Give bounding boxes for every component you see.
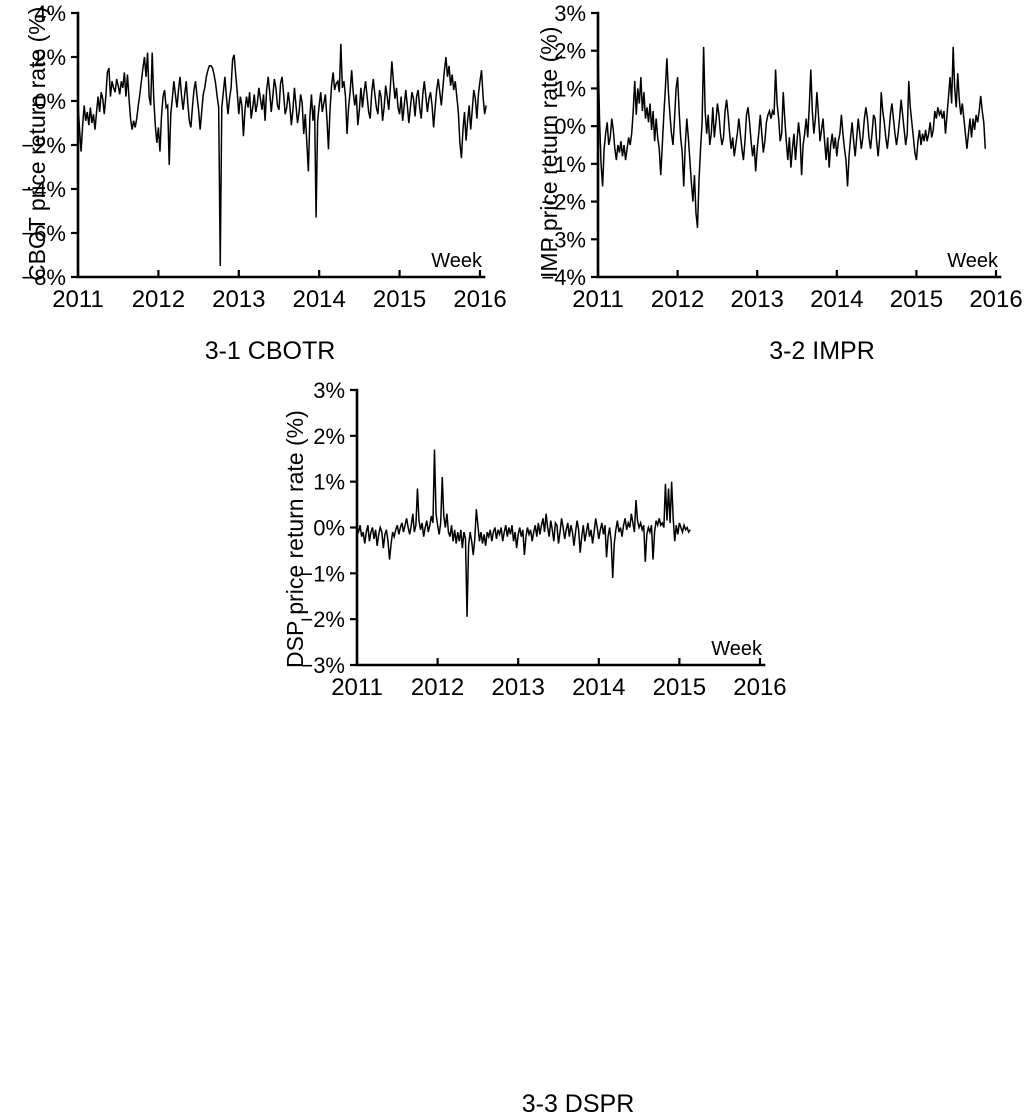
y-tick-label: −1% [300, 561, 345, 586]
x-tick-label: 2012 [132, 286, 185, 313]
y-tick-label: 0% [313, 516, 345, 541]
y-tick-label: −8% [21, 265, 66, 290]
plot-area-dspr: 3% 2% 1% 0% −1% −2% −3%2011 2012 2013 2014 2015 201… [300, 378, 786, 701]
y-tick-label: −4% [21, 177, 66, 202]
x-tick-label: 2014 [572, 674, 625, 701]
y-tick-label: 2% [34, 45, 66, 70]
y-tick-label: −4% [541, 265, 586, 290]
x-axis-label-week: Week [711, 638, 763, 660]
y-axis-label-dspr: DSP price return rate (%) [282, 410, 308, 668]
y-axis-label-impr: IMP price return rate (%) [536, 26, 562, 278]
y-tick-label: 1% [554, 76, 586, 101]
series-line [356, 449, 691, 617]
series-line [597, 46, 987, 229]
x-tick-label: 2013 [212, 286, 265, 313]
chart-panel-cbotr: CBOT price return rate (%) 4% 2% 0% −2% −4% −… [0, 0, 512, 375]
x-axis-label-week: Week [947, 250, 999, 272]
y-tick-label: 0% [34, 89, 66, 114]
x-tick-label: 2013 [491, 674, 544, 701]
x-tick-label: 2015 [373, 286, 426, 313]
plot-area-cbotr: 4% 2% 0% −2% −4% −6% −8%2011 2012 2013 2014 2015 20… [21, 1, 506, 313]
x-axis-label-week: Week [431, 250, 483, 272]
y-tick-label: 4% [34, 1, 66, 26]
x-tick-label: 2014 [292, 286, 345, 313]
x-tick-label: 2015 [890, 286, 943, 313]
y-tick-label: 1% [313, 470, 345, 495]
x-tick-label: 2015 [653, 674, 706, 701]
x-tick-label: 2012 [651, 286, 704, 313]
x-tick-label: 2013 [731, 286, 784, 313]
y-tick-label: 2% [313, 424, 345, 449]
chart-caption-dspr: 3-3 DSPR [521, 1090, 635, 1118]
x-tick-label: 2012 [411, 674, 464, 701]
y-tick-label: −3% [541, 227, 586, 252]
chart-panel-dspr: DSP price return rate (%) 3% 2% 1% 0% −1% −2%… [256, 375, 787, 1118]
chart-caption-cbotr: 3-1 CBOTR [204, 337, 336, 365]
y-tick-label: −1% [541, 152, 586, 177]
series-line [77, 43, 487, 267]
x-tick-label: 2016 [969, 286, 1022, 313]
y-tick-label: 3% [313, 378, 345, 403]
y-axis-label-cbotr: CBOT price return rate (%) [24, 6, 50, 281]
y-tick-label: 0% [554, 114, 586, 139]
x-tick-label: 2011 [52, 286, 104, 313]
x-tick-label: 2016 [453, 286, 506, 313]
x-tick-label: 2016 [733, 674, 786, 701]
chart-caption-impr: 3-2 IMPR [769, 337, 875, 365]
y-tick-label: −2% [541, 190, 586, 215]
y-tick-label: −2% [300, 607, 345, 632]
x-tick-label: 2011 [572, 286, 624, 313]
y-tick-label: −2% [21, 133, 66, 158]
x-tick-label: 2014 [810, 286, 863, 313]
y-tick-label: 2% [554, 39, 586, 64]
y-tick-label: 3% [554, 1, 586, 26]
y-tick-label: −6% [21, 221, 66, 246]
x-tick-label: 2011 [331, 674, 383, 701]
plot-area-impr: 3% 2% 1% 0% −1% −2% −3% −4%2011 2012 2013 2014 2015… [541, 1, 1022, 313]
chart-panel-impr: IMP price return rate (%) 3% 2% 1% 0% −1% −2%… [512, 0, 1024, 375]
y-tick-label: −3% [300, 653, 345, 678]
